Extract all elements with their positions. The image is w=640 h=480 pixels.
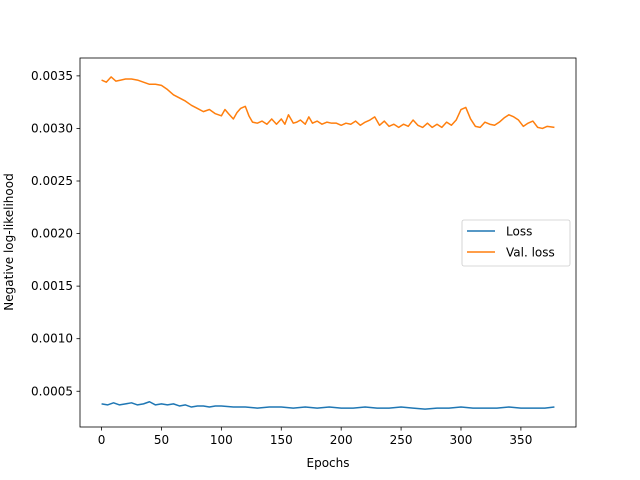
series-line-val-loss [101,76,555,130]
legend: Loss Val. loss [461,219,571,267]
x-tick-label: 350 [509,433,532,447]
x-tick-label: 50 [154,433,169,447]
y-axis-ticks: 0.0005 0.0010 0.0015 0.0020 0.0025 0.0030 0.00… [31,69,80,398]
y-tick-label: 0.0035 [31,69,73,83]
series-line-loss [101,401,555,410]
y-tick-label: 0.0015 [31,279,73,293]
x-axis-label: Epochs [307,456,350,470]
y-tick-label: 0.0025 [31,174,73,188]
legend-label-loss: Loss [506,225,532,239]
y-tick-label: 0.0010 [31,332,73,346]
x-tick-label: 100 [210,433,233,447]
x-tick-label: 150 [270,433,293,447]
x-axis-ticks: 0 50 100 150 200 250 300 350 [98,427,532,447]
y-tick-label: 0.0005 [31,384,73,398]
legend-label-val-loss: Val. loss [506,246,555,260]
y-tick-label: 0.0030 [31,121,73,135]
y-tick-label: 0.0020 [31,227,73,241]
x-tick-label: 300 [450,433,473,447]
plot-lines [101,76,555,410]
x-tick-label: 250 [390,433,413,447]
x-tick-label: 0 [98,433,106,447]
plot-area-frame [79,57,577,428]
x-tick-label: 200 [330,433,353,447]
y-axis-label: Negative log-likelihood [2,173,16,310]
